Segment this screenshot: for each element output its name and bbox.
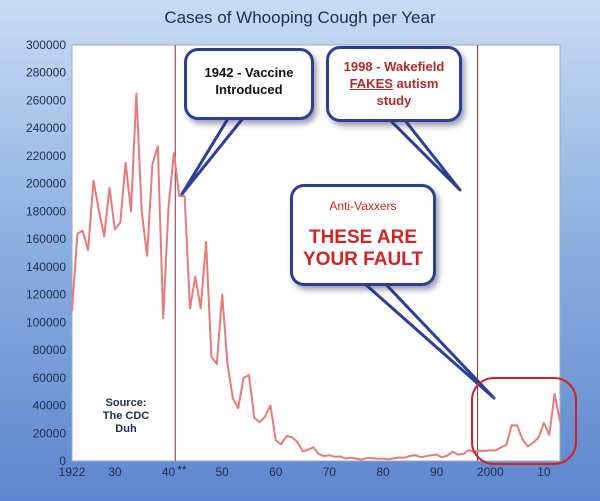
- y-tick-label: 0: [59, 454, 66, 468]
- wakefield-callout-line1: 1998 - Wakefield: [343, 59, 445, 74]
- antivax-big-text-2: YOUR FAULT: [303, 249, 423, 270]
- wakefield-callout-line3: study: [376, 93, 412, 108]
- chart-title: Cases of Whooping Cough per Year: [164, 8, 436, 27]
- source-note: Source: The CDC Duh: [94, 397, 158, 436]
- x-tick-label: 40: [162, 465, 176, 479]
- y-tick-label: 20000: [33, 426, 67, 440]
- y-tick-label: 220000: [26, 149, 66, 163]
- x-tick-label: 1922: [59, 465, 86, 479]
- x-tick-label: 10: [537, 465, 551, 479]
- x-tick-label: 70: [323, 465, 337, 479]
- y-tick-label: 120000: [26, 288, 66, 302]
- vaccine-callout: 1942 - Vaccine Introduced: [184, 48, 314, 120]
- y-tick-label: 180000: [26, 204, 66, 218]
- x-axis-ticks: 1922 30 40 50 60 70 80 90 2000 10 **: [59, 463, 551, 479]
- antivax-big-text-1: THESE ARE: [308, 227, 418, 248]
- y-tick-label: 80000: [33, 343, 67, 357]
- source-note-line1: Source:: [105, 397, 147, 409]
- y-tick-label: 200000: [26, 177, 66, 191]
- y-tick-label: 60000: [33, 371, 67, 385]
- x-tick-label: 80: [376, 465, 390, 479]
- x-tick-label: 60: [269, 465, 283, 479]
- y-tick-label: 300000: [26, 38, 66, 52]
- antivax-small-text: Anti-Vaxxers: [329, 199, 397, 213]
- event-lines: [174, 45, 479, 461]
- x-tick-suffix: **: [177, 463, 187, 477]
- y-tick-label: 280000: [26, 66, 66, 80]
- y-tick-label: 40000: [33, 399, 67, 413]
- x-tick-label: 2000: [477, 465, 504, 479]
- cases-series-line: [71, 92, 561, 461]
- vaccine-callout-line1: 1942 - Vaccine: [204, 65, 294, 80]
- wakefield-fakes-text: FAKES: [349, 76, 393, 91]
- y-axis-ticks: 0 20000 40000 60000 80000 100000 120000 140000 1…: [26, 38, 66, 468]
- y-tick-label: 260000: [26, 93, 66, 107]
- source-note-line3: Duh: [115, 423, 137, 435]
- x-tick-label: 50: [215, 465, 229, 479]
- x-tick-label: 90: [430, 465, 444, 479]
- x-tick-label: 30: [108, 465, 122, 479]
- wakefield-autism-text: autism: [392, 76, 439, 91]
- recent-cases-circle: [471, 377, 577, 465]
- y-tick-label: 100000: [26, 315, 66, 329]
- wakefield-callout: 1998 - Wakefield FAKES autism study: [326, 46, 462, 122]
- antivax-callout: Anti-Vaxxers THESE ARE YOUR FAULT: [290, 184, 436, 286]
- source-note-line2: The CDC: [102, 410, 150, 422]
- y-tick-label: 240000: [26, 121, 66, 135]
- y-tick-label: 140000: [26, 260, 66, 274]
- vaccine-callout-line2: Introduced: [215, 82, 283, 97]
- y-tick-label: 160000: [26, 232, 66, 246]
